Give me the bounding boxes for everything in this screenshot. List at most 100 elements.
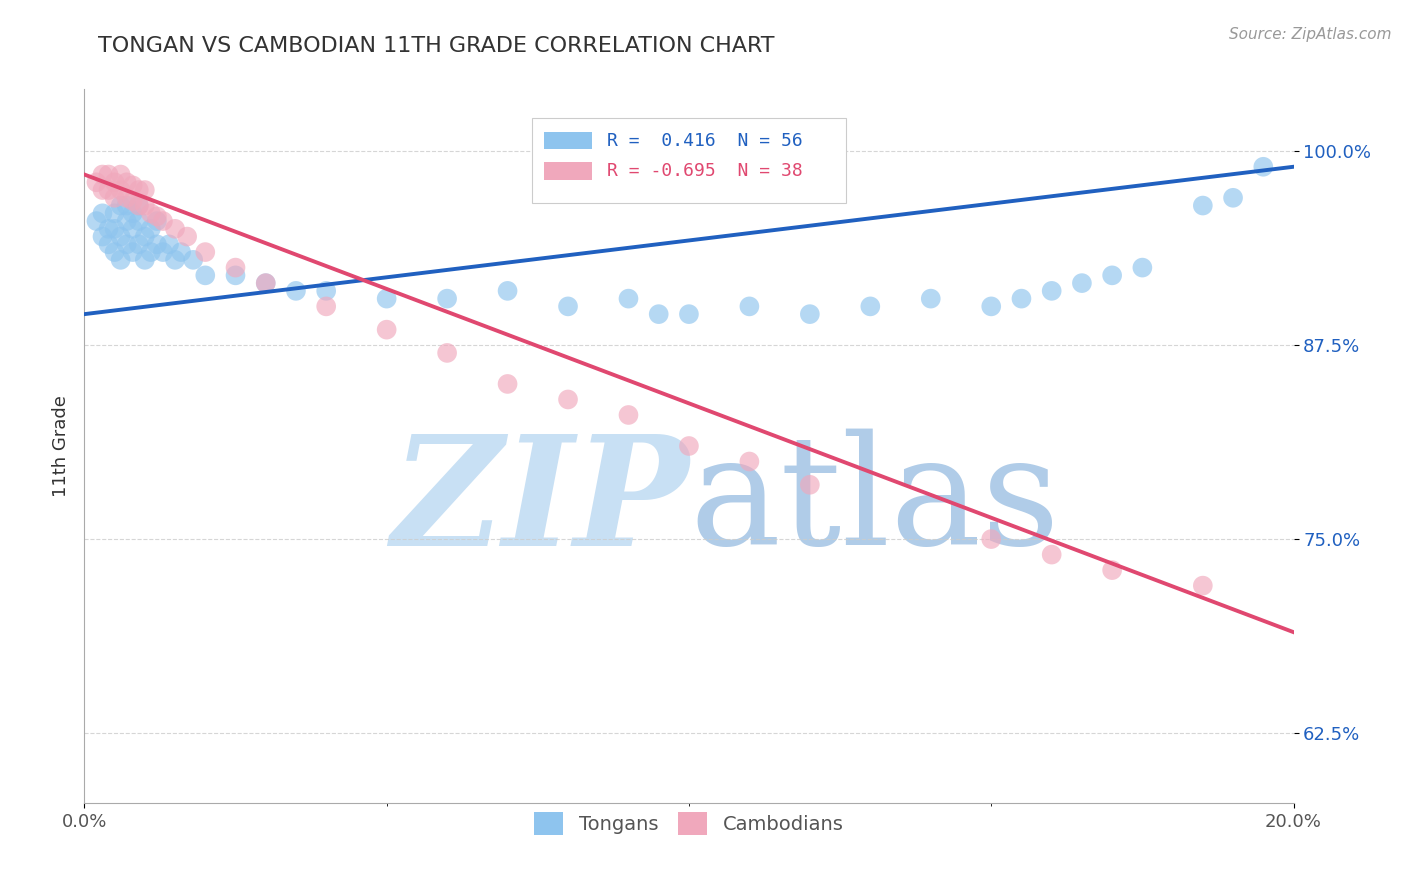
Point	[121, 194, 143, 208]
Point	[738, 454, 761, 468]
Point	[134, 229, 156, 244]
Point	[496, 376, 519, 391]
Point	[1222, 191, 1244, 205]
Point	[86, 175, 108, 189]
Point	[134, 252, 156, 267]
Point	[254, 276, 277, 290]
Text: TONGAN VS CAMBODIAN 11TH GRADE CORRELATION CHART: TONGAN VS CAMBODIAN 11TH GRADE CORRELATI…	[98, 36, 775, 55]
Point	[285, 284, 308, 298]
Point	[799, 307, 821, 321]
Point	[128, 237, 150, 252]
Point	[146, 210, 169, 224]
Point	[1253, 160, 1275, 174]
Point	[436, 292, 458, 306]
Point	[97, 168, 120, 182]
Point	[1071, 276, 1094, 290]
Point	[104, 245, 127, 260]
Point	[115, 214, 138, 228]
Point	[121, 178, 143, 193]
Point	[97, 237, 120, 252]
Point	[648, 307, 671, 321]
Point	[181, 252, 204, 267]
Point	[194, 245, 217, 260]
Point	[128, 198, 150, 212]
Point	[678, 307, 700, 321]
Point	[91, 168, 114, 182]
Point	[1130, 260, 1153, 275]
Point	[980, 299, 1002, 313]
Point	[980, 532, 1002, 546]
Point	[104, 222, 127, 236]
Point	[165, 222, 187, 236]
Point	[1101, 563, 1123, 577]
Point	[121, 206, 143, 220]
Text: Source: ZipAtlas.com: Source: ZipAtlas.com	[1229, 27, 1392, 42]
Point	[115, 198, 138, 212]
Point	[91, 229, 114, 244]
Point	[165, 252, 187, 267]
Point	[738, 299, 761, 313]
Point	[104, 206, 127, 220]
Point	[152, 214, 174, 228]
Point	[110, 183, 132, 197]
Point	[128, 198, 150, 212]
Point	[128, 183, 150, 197]
Point	[110, 229, 132, 244]
Point	[194, 268, 217, 283]
Point	[225, 268, 247, 283]
Point	[375, 323, 398, 337]
Point	[91, 183, 114, 197]
FancyBboxPatch shape	[531, 118, 846, 203]
Point	[315, 284, 337, 298]
Y-axis label: 11th Grade: 11th Grade	[52, 395, 70, 497]
Point	[139, 222, 162, 236]
Point	[115, 191, 138, 205]
Text: atlas: atlas	[689, 429, 1060, 577]
Point	[436, 346, 458, 360]
Point	[1011, 292, 1033, 306]
Point	[115, 175, 138, 189]
Point	[146, 237, 169, 252]
Point	[110, 168, 132, 182]
Point	[104, 191, 127, 205]
Text: R =  0.416  N = 56: R = 0.416 N = 56	[607, 132, 803, 150]
Point	[375, 292, 398, 306]
Text: R = -0.695  N = 38: R = -0.695 N = 38	[607, 162, 803, 180]
Point	[617, 408, 640, 422]
Point	[134, 183, 156, 197]
Point	[152, 245, 174, 260]
Point	[134, 198, 156, 212]
Point	[799, 477, 821, 491]
Point	[920, 292, 942, 306]
Point	[121, 222, 143, 236]
Point	[139, 206, 162, 220]
Point	[617, 292, 640, 306]
Point	[496, 284, 519, 298]
Point	[139, 245, 162, 260]
Point	[91, 206, 114, 220]
Point	[1192, 579, 1215, 593]
Point	[225, 260, 247, 275]
Point	[1040, 548, 1063, 562]
Point	[110, 252, 132, 267]
Bar	[544, 162, 592, 180]
Point	[315, 299, 337, 313]
Point	[1192, 198, 1215, 212]
Point	[115, 237, 138, 252]
Point	[557, 392, 579, 407]
Point	[86, 214, 108, 228]
Point	[678, 439, 700, 453]
Point	[157, 237, 180, 252]
Point	[176, 229, 198, 244]
Bar	[544, 132, 592, 150]
Point	[97, 222, 120, 236]
Point	[859, 299, 882, 313]
Point	[97, 183, 120, 197]
Point	[557, 299, 579, 313]
Point	[104, 175, 127, 189]
Legend: Tongans, Cambodians: Tongans, Cambodians	[526, 804, 852, 843]
Point	[1101, 268, 1123, 283]
Point	[1040, 284, 1063, 298]
Point	[121, 245, 143, 260]
Point	[254, 276, 277, 290]
